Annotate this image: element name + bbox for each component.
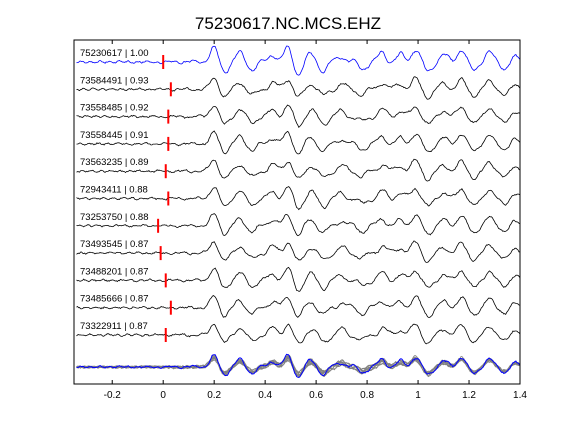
trace-waveform xyxy=(76,76,521,100)
trace-label: 73584491 | 0.93 xyxy=(80,75,149,86)
trace-waveform xyxy=(76,45,521,76)
trace-label: 75230617 | 1.00 xyxy=(80,48,149,59)
x-tick-label: 0.6 xyxy=(309,390,323,401)
x-tick-label: 0.8 xyxy=(360,390,374,401)
trace-label: 73488201 | 0.87 xyxy=(80,266,149,277)
trace-waveform xyxy=(76,186,521,211)
x-tick-label: -0.2 xyxy=(104,390,122,401)
trace-label: 73558445 | 0.91 xyxy=(80,130,149,141)
x-tick: -0.2 xyxy=(104,40,122,401)
trace-row: 73493545 | 0.87 xyxy=(76,239,521,263)
x-tick-label: 1 xyxy=(415,390,421,401)
trace-group: 75230617 | 1.00 73584491 | 0.93 73558485 |… xyxy=(76,45,521,345)
x-tick: 0.4 xyxy=(258,40,273,401)
trace-row: 73488201 | 0.87 xyxy=(76,266,521,292)
x-tick-label: 1.2 xyxy=(462,390,476,401)
x-tick-label: 0 xyxy=(160,390,166,401)
trace-label: 73322911 | 0.87 xyxy=(80,321,148,332)
trace-row: 73322911 | 0.87 xyxy=(76,321,521,345)
trace-row: 73584491 | 0.93 xyxy=(76,75,521,100)
trace-label: 72943411 | 0.88 xyxy=(80,185,148,196)
trace-row: 72943411 | 0.88 xyxy=(76,185,521,211)
trace-waveform xyxy=(76,240,521,263)
x-tick: 0.6 xyxy=(309,40,324,401)
trace-label: 73558485 | 0.92 xyxy=(80,103,149,114)
x-tick: 0.8 xyxy=(360,40,374,401)
trace-row: 73558485 | 0.92 xyxy=(76,103,521,128)
trace-waveform xyxy=(76,266,521,292)
stack-reference-trace xyxy=(76,353,521,379)
trace-waveform xyxy=(76,158,521,182)
trace-row: 73563235 | 0.89 xyxy=(76,157,521,182)
trace-row: 73485666 | 0.87 xyxy=(76,294,521,318)
trace-label: 73485666 | 0.87 xyxy=(80,294,149,305)
x-axis: -0.2 0 0.2 0.4 0.6 0.8 1 1.2 1.4 xyxy=(104,40,527,401)
x-tick: 1 xyxy=(415,40,421,401)
trace-waveform xyxy=(76,104,521,128)
trace-row: 73253750 | 0.88 xyxy=(76,212,521,237)
trace-row: 73558445 | 0.91 xyxy=(76,130,521,155)
trace-row: 75230617 | 1.00 xyxy=(76,45,521,76)
axes-frame xyxy=(73,39,521,385)
x-tick-label: 0.4 xyxy=(258,390,272,401)
x-tick: 1.2 xyxy=(462,40,476,401)
x-tick: 0 xyxy=(160,40,166,401)
trace-waveform xyxy=(76,323,521,345)
x-tick-label: 1.4 xyxy=(513,390,527,401)
chart-title: 75230617.NC.MCS.EHZ xyxy=(195,14,381,33)
x-tick: 0.2 xyxy=(207,40,222,401)
trace-label: 73253750 | 0.88 xyxy=(80,212,149,223)
trace-waveform xyxy=(76,213,521,237)
x-tick-label: 0.2 xyxy=(207,390,221,401)
stack-group xyxy=(76,353,521,379)
trace-label: 73493545 | 0.87 xyxy=(80,239,149,250)
trace-label: 73563235 | 0.89 xyxy=(80,157,149,168)
x-tick: 1.4 xyxy=(513,40,527,401)
trace-waveform xyxy=(76,294,521,318)
trace-waveform xyxy=(76,130,521,155)
